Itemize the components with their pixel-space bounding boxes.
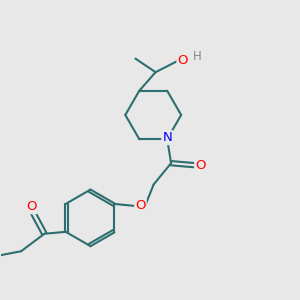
Text: N: N — [162, 131, 172, 144]
Text: O: O — [195, 159, 206, 172]
Text: O: O — [135, 199, 146, 212]
Text: O: O — [178, 54, 188, 67]
Text: H: H — [193, 50, 201, 63]
Text: O: O — [26, 200, 37, 213]
